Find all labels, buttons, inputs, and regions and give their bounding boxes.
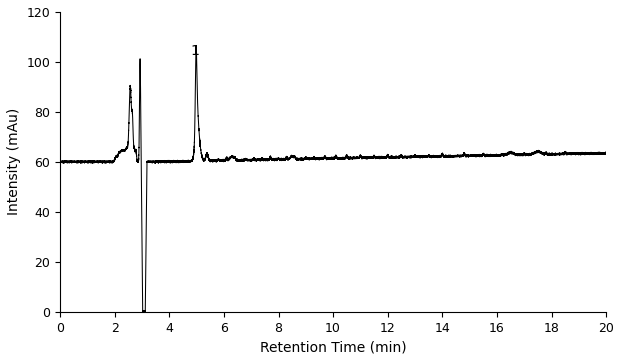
Y-axis label: Intensity (mAu): Intensity (mAu) xyxy=(7,108,21,216)
X-axis label: Retention Time (min): Retention Time (min) xyxy=(260,340,406,354)
Text: 1: 1 xyxy=(190,44,199,58)
